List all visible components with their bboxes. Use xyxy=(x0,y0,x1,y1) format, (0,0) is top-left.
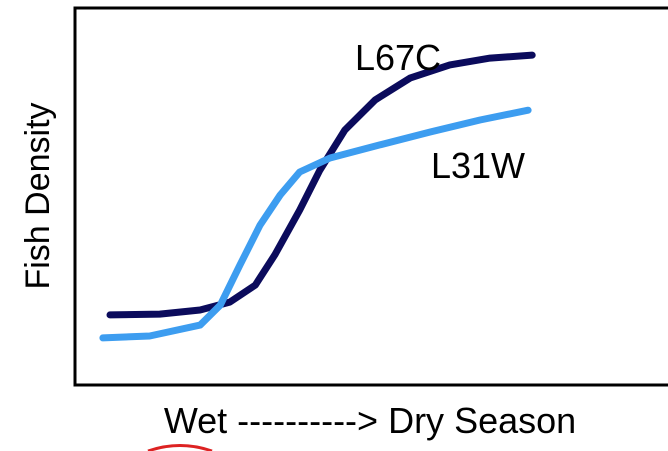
series-label: L31W xyxy=(431,145,525,186)
chart: Fish Density Wet ----------> Dry Season … xyxy=(0,0,668,451)
page: {"chart_data": {"type": "line", "x_label… xyxy=(0,0,668,451)
plot-area: L67C L31W xyxy=(103,37,532,338)
underline-decoration xyxy=(148,446,212,451)
series-label: L67C xyxy=(355,37,441,78)
x-axis-title: Wet ----------> Dry Season xyxy=(164,400,576,441)
y-axis-title: Fish Density xyxy=(19,102,57,289)
